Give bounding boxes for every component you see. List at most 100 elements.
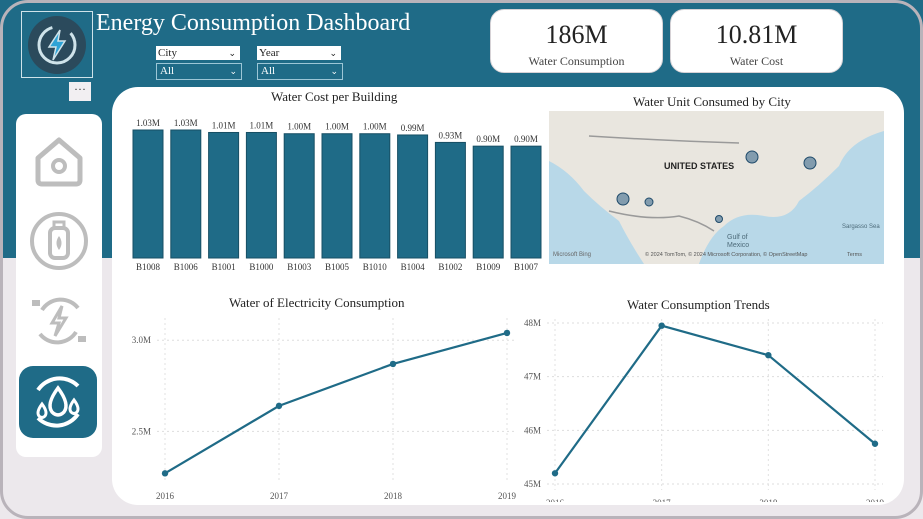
kpi-water-cost: 10.81M Water Cost (670, 9, 843, 73)
city-filter-select[interactable]: All ⌄ (156, 63, 242, 80)
bar-data-label: 1.03M (136, 118, 160, 128)
bar-B1006 (170, 129, 202, 259)
more-options-button[interactable]: ··· (69, 82, 91, 101)
x-tick-label: 2019 (498, 491, 517, 501)
bottle-icon (30, 212, 88, 270)
kpi-caption: Water Cost (729, 54, 784, 68)
bar-data-label: 1.01M (212, 120, 236, 130)
y-tick-label: 45M (524, 479, 541, 489)
bar-data-label: 1.00M (287, 122, 311, 132)
map-gulf-label-2: Mexico (727, 242, 749, 249)
home-icon (35, 137, 83, 187)
bar-data-label: 1.00M (325, 122, 349, 132)
map-sea-label: Sargasso Sea (842, 224, 880, 230)
data-point (871, 440, 879, 447)
electricity-chart-title: Water of Electricity Consumption (229, 295, 405, 310)
x-tick-label: 2018 (384, 491, 403, 501)
year-filter-label: Year ⌄ (257, 46, 341, 60)
nav-water-button[interactable] (19, 366, 97, 438)
data-point (503, 329, 511, 337)
bar-B1005 (321, 133, 353, 259)
city-map[interactable]: UNITED STATES Gulf of Mexico Sargasso Se… (549, 111, 884, 264)
electricity-icon (32, 297, 86, 345)
logo (21, 11, 93, 78)
x-tick-label: B1001 (212, 262, 236, 272)
series-line (554, 324, 876, 474)
bar-data-label: 0.90M (514, 134, 538, 144)
gulf-water (699, 222, 774, 264)
bar-B1009 (472, 145, 504, 259)
x-tick-label: B1003 (287, 262, 312, 272)
bar-B1008 (132, 129, 164, 259)
bar-chart-title: Water Cost per Building (271, 89, 398, 104)
data-point (551, 470, 559, 477)
map-copyright: © 2024 TomTom, © 2024 Microsoft Corporat… (645, 251, 807, 258)
electricity-line-chart: 2.5M 3.0M 2016 2017 2018 2019 (132, 318, 517, 501)
data-point (161, 470, 169, 477)
bar-data-label: 0.99M (401, 123, 425, 133)
x-tick-label: B1007 (514, 262, 539, 272)
page-title: Energy Consumption Dashboard (96, 10, 411, 36)
bar-B1003 (283, 133, 315, 259)
year-filter-select[interactable]: All ⌄ (257, 63, 343, 80)
data-point (658, 322, 665, 329)
y-tick-label: 47M (524, 372, 541, 382)
nav-home-button[interactable] (24, 126, 94, 196)
chevron-down-icon: ⌄ (330, 66, 338, 76)
bar-data-label: 0.90M (476, 134, 500, 144)
city-bubble[interactable] (715, 215, 723, 223)
bar-B1007 (510, 145, 542, 259)
y-tick-label: 46M (524, 425, 541, 435)
map-gulf-label-1: Gulf of (727, 234, 748, 241)
x-tick-label: B1002 (438, 262, 462, 272)
bar-B1000 (245, 131, 277, 259)
trends-line-chart: 45M 46M 47M 48M 2016 2017 2018 2019 (524, 318, 885, 502)
bar-B1002 (434, 141, 466, 259)
nav-bottle-button[interactable] (24, 206, 94, 276)
chevron-down-icon: ⌄ (329, 48, 337, 58)
city-filter-label: City ⌄ (156, 46, 240, 60)
nav-electricity-button[interactable] (24, 286, 94, 356)
year-filter[interactable]: Year ⌄ All ⌄ (257, 46, 343, 80)
bar-B1004 (397, 134, 429, 259)
city-filter[interactable]: City ⌄ All ⌄ (156, 46, 242, 80)
city-bubble[interactable] (644, 197, 654, 207)
data-point (389, 360, 397, 368)
bar-data-label: 1.01M (250, 120, 274, 130)
chevron-down-icon: ⌄ (228, 48, 236, 58)
border-line (608, 210, 715, 232)
bar-data-label: 1.00M (363, 122, 387, 132)
trends-chart-title: Water Consumption Trends (627, 297, 770, 312)
bar-B1010 (359, 133, 391, 259)
x-tick-label: B1010 (363, 262, 388, 272)
water-icon (36, 376, 80, 428)
water-cost-bar-chart: 1.03M B1008 1.03M B1006 1.01M B1001 1.01M B1000… (132, 118, 542, 272)
map-title: Water Unit Consumed by City (633, 94, 791, 109)
x-tick-label: B1004 (401, 262, 426, 272)
x-tick-label: B1008 (136, 262, 161, 272)
x-tick-label: 2019 (866, 498, 885, 502)
x-tick-label: B1009 (476, 262, 501, 272)
map-country-label: UNITED STATES (664, 161, 734, 171)
x-tick-label: 2017 (270, 491, 289, 501)
map-provider-label: Microsoft Bing (553, 252, 591, 258)
map-canvas: UNITED STATES Gulf of Mexico Sargasso Se… (549, 111, 884, 264)
map-terms-link[interactable]: Terms (847, 252, 862, 258)
bar-data-label: 0.93M (439, 130, 463, 140)
data-point (765, 352, 772, 359)
kpi-water-consumption: 186M Water Consumption (490, 9, 663, 73)
x-tick-label: 2018 (759, 498, 778, 502)
series-line (164, 331, 508, 475)
x-tick-label: B1005 (325, 262, 350, 272)
side-nav (16, 114, 102, 457)
bar-data-label: 1.03M (174, 118, 198, 128)
data-point (275, 402, 283, 410)
city-bubble[interactable] (803, 156, 817, 170)
x-tick-label: B1000 (249, 262, 274, 272)
border-line (588, 135, 740, 144)
kpi-value: 186M (545, 20, 608, 49)
city-bubble[interactable] (745, 150, 759, 164)
city-bubble[interactable] (616, 192, 630, 206)
kpi-value: 10.81M (715, 20, 798, 49)
kpi-caption: Water Consumption (528, 54, 625, 68)
